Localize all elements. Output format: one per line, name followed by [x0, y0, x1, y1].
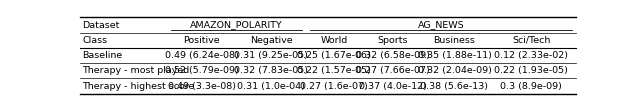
Text: Positive: Positive [183, 36, 220, 45]
Text: Class: Class [83, 36, 108, 45]
Text: 0.31 (9.25e-05): 0.31 (9.25e-05) [234, 51, 308, 60]
Text: 0.49 (6.24e-08): 0.49 (6.24e-08) [164, 51, 238, 60]
Text: 0.32 (2.04e-09): 0.32 (2.04e-09) [417, 66, 492, 75]
Text: Therapy - most played: Therapy - most played [83, 66, 189, 75]
Text: World: World [321, 36, 348, 45]
Text: 0.52 (5.79e-09): 0.52 (5.79e-09) [164, 66, 238, 75]
Text: Sports: Sports [377, 36, 408, 45]
Text: Therapy - highest score: Therapy - highest score [83, 82, 195, 91]
Text: Sci/Tech: Sci/Tech [512, 36, 550, 45]
Text: Baseline: Baseline [83, 51, 123, 60]
Text: 0.37 (4.0e-12): 0.37 (4.0e-12) [358, 82, 426, 91]
Text: 0.27 (1.6e-07): 0.27 (1.6e-07) [300, 82, 368, 91]
Text: 0.25 (1.67e-06): 0.25 (1.67e-06) [298, 51, 371, 60]
Text: AMAZON_POLARITY: AMAZON_POLARITY [190, 21, 283, 30]
Text: 0.12 (2.33e-02): 0.12 (2.33e-02) [494, 51, 568, 60]
Text: AG_NEWS: AG_NEWS [417, 21, 464, 30]
Text: 0.31 (1.0e-04): 0.31 (1.0e-04) [237, 82, 305, 91]
Text: 0.22 (1.93e-05): 0.22 (1.93e-05) [495, 66, 568, 75]
Text: 0.32 (6.58e-09): 0.32 (6.58e-09) [356, 51, 429, 60]
Text: 0.38 (5.6e-13): 0.38 (5.6e-13) [420, 82, 488, 91]
Text: Negative: Negative [250, 36, 292, 45]
Text: 0.3 (8.9e-09): 0.3 (8.9e-09) [500, 82, 563, 91]
Text: 0.49 (3.3e-08): 0.49 (3.3e-08) [168, 82, 236, 91]
Text: Dataset: Dataset [83, 21, 120, 30]
Text: 0.32 (7.83e-05): 0.32 (7.83e-05) [234, 66, 308, 75]
Text: 0.35 (1.88e-11): 0.35 (1.88e-11) [417, 51, 492, 60]
Text: 0.27 (7.66e-07): 0.27 (7.66e-07) [356, 66, 429, 75]
Text: Business: Business [433, 36, 476, 45]
Text: 0.22 (1.57e-05): 0.22 (1.57e-05) [298, 66, 371, 75]
